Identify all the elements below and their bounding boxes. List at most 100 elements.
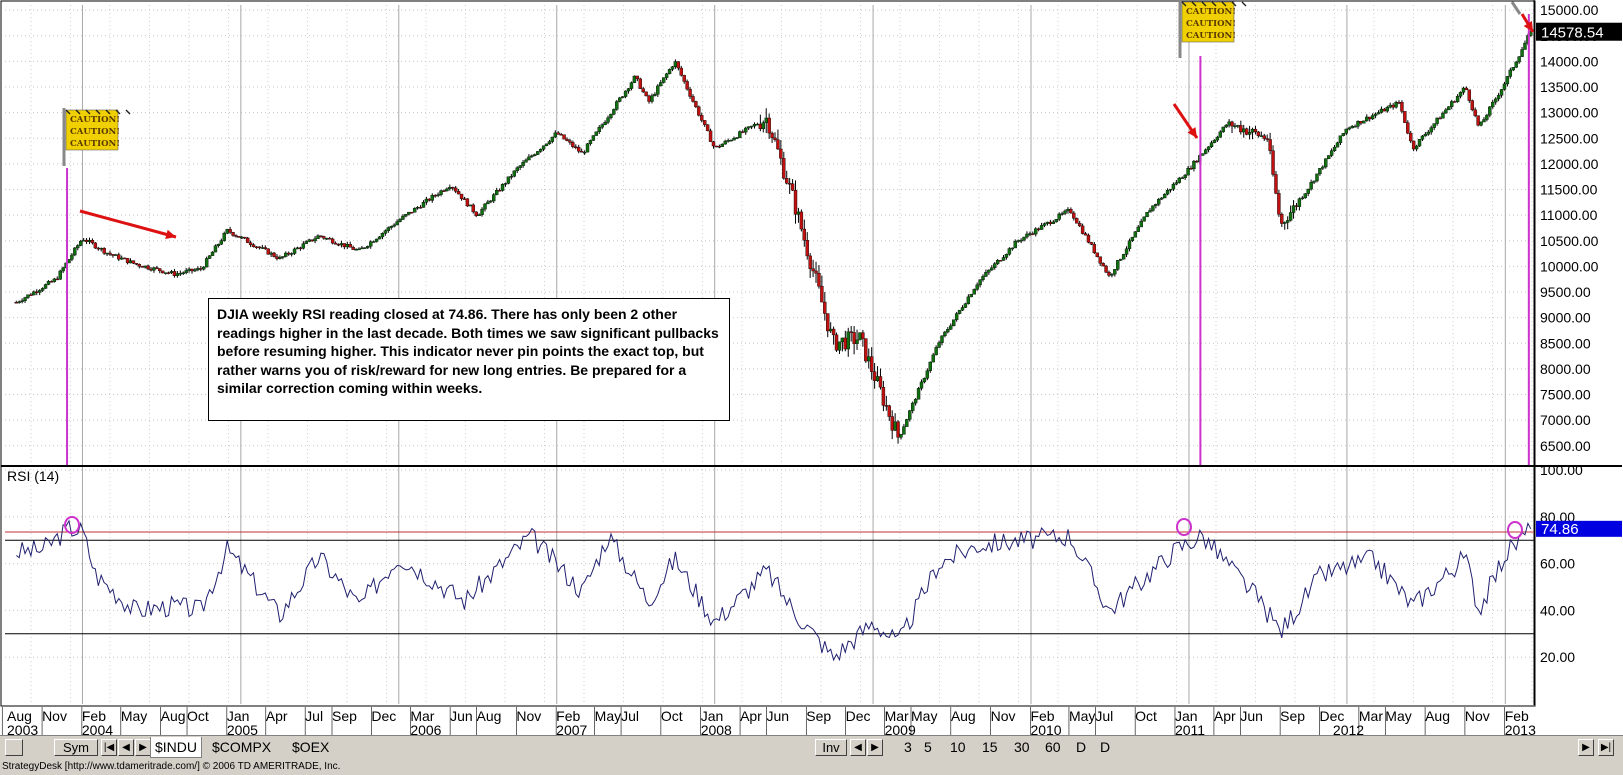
candle-up xyxy=(603,122,607,125)
candle-up xyxy=(726,140,730,142)
candle-up xyxy=(289,253,294,255)
candle-up xyxy=(606,117,610,123)
flag-caution-text: CAUTION! xyxy=(70,115,120,125)
candle-up xyxy=(1066,208,1070,212)
candle-up xyxy=(1165,190,1170,195)
period-15[interactable]: 15 xyxy=(982,739,998,755)
tab-oex[interactable]: $OEX xyxy=(292,739,330,755)
price-tick-label: 7000.00 xyxy=(1540,412,1591,428)
candle-up xyxy=(1312,180,1316,183)
period-prev-button[interactable]: ◀ xyxy=(850,739,866,756)
candle-down xyxy=(574,146,578,148)
sym-button[interactable]: Sym xyxy=(54,739,98,756)
trend-arrow xyxy=(1172,103,1199,139)
candle-up xyxy=(1450,101,1454,107)
candle-up xyxy=(749,125,754,128)
status-bar: StrategyDesk [http://www.tdameritrade.co… xyxy=(0,759,1623,775)
candle-up xyxy=(1019,239,1023,242)
candle-down xyxy=(565,138,569,141)
toolbar-spacer-button[interactable] xyxy=(5,739,23,756)
period-d[interactable]: D xyxy=(1076,739,1087,755)
candle-up xyxy=(1508,69,1513,77)
month-label: Jan xyxy=(701,708,724,724)
first-tab-button[interactable]: |◀ xyxy=(101,739,117,756)
candle-up xyxy=(357,248,361,251)
month-label: Jun xyxy=(450,708,473,724)
candle-down xyxy=(1089,242,1094,245)
month-label: Nov xyxy=(1465,708,1490,724)
inv-button[interactable]: Inv xyxy=(815,739,847,756)
candle-up xyxy=(1118,258,1123,261)
candle-up xyxy=(594,131,599,136)
candle-down xyxy=(790,183,795,191)
tab-compx[interactable]: $COMPX xyxy=(212,739,272,755)
candle-up xyxy=(1028,233,1032,235)
candle-up xyxy=(436,194,440,196)
month-label: Mar xyxy=(1359,708,1383,724)
candle-up xyxy=(163,272,168,274)
candle-up xyxy=(667,69,672,75)
scroll-right-button[interactable]: ▶ xyxy=(1578,739,1594,756)
candle-up xyxy=(1221,126,1225,133)
candle-down xyxy=(869,356,874,372)
month-label: Sep xyxy=(806,708,831,724)
candle-up xyxy=(1016,240,1020,242)
next-tab-button[interactable]: ▶ xyxy=(135,739,151,756)
period-10[interactable]: 10 xyxy=(950,739,966,755)
flag-caution-text: CAUTION! xyxy=(70,127,120,137)
candle-up xyxy=(746,126,751,129)
flag-caution-text: CAUTION! xyxy=(1186,7,1236,17)
candle-up xyxy=(591,135,596,141)
period-5[interactable]: 5 xyxy=(924,739,932,755)
candle-up xyxy=(623,90,628,97)
candle-down xyxy=(1104,265,1108,273)
candle-down xyxy=(1467,89,1472,101)
candle-up xyxy=(966,296,971,304)
candle-up xyxy=(468,204,473,207)
candle-up xyxy=(735,137,739,139)
candle-up xyxy=(58,270,62,280)
candle-up xyxy=(363,247,367,249)
candle-down xyxy=(685,81,689,90)
candle-down xyxy=(782,158,786,179)
price-tick-label: 8000.00 xyxy=(1540,361,1591,377)
candle-down xyxy=(333,242,338,245)
candle-up xyxy=(1332,146,1337,151)
candle-down xyxy=(1409,132,1413,142)
candle-down xyxy=(864,338,868,362)
candle-down xyxy=(243,236,247,239)
year-label: 2010 xyxy=(1030,722,1061,735)
period-d-2[interactable]: D xyxy=(1100,739,1111,755)
candle-down xyxy=(767,117,771,134)
period-next-button[interactable]: ▶ xyxy=(867,739,883,756)
candle-up xyxy=(1201,153,1205,156)
candle-up xyxy=(1488,106,1492,116)
period-60[interactable]: 60 xyxy=(1045,739,1061,755)
candle-up xyxy=(949,325,953,330)
candle-up xyxy=(720,143,724,147)
candle-up xyxy=(23,297,27,301)
scroll-end-button[interactable]: ▶| xyxy=(1598,739,1614,756)
candle-up xyxy=(178,272,183,275)
month-label: May xyxy=(1385,708,1411,724)
candle-up xyxy=(175,273,180,276)
candle-up xyxy=(477,214,481,217)
month-label: Mar xyxy=(885,708,909,724)
prev-tab-button[interactable]: ◀ xyxy=(118,739,134,756)
candle-down xyxy=(93,242,98,249)
candle-up xyxy=(1491,101,1495,108)
candle-up xyxy=(618,97,622,102)
tab-indu[interactable]: $INDU xyxy=(150,737,203,758)
chart-canvas[interactable]: 6500.00 7000.00 7500.00 8000.00 8500.00 9000.… xyxy=(0,0,1623,735)
period-30[interactable]: 30 xyxy=(1014,739,1030,755)
candle-up xyxy=(828,328,833,332)
candle-down xyxy=(1382,108,1387,112)
rsi-tick-label: 60.00 xyxy=(1540,556,1575,572)
candle-up xyxy=(181,272,185,274)
candle-up xyxy=(61,267,65,272)
candle-down xyxy=(248,242,253,245)
candle-up xyxy=(371,241,376,243)
period-3[interactable]: 3 xyxy=(904,739,912,755)
candle-down xyxy=(635,75,640,80)
month-label: Jul xyxy=(305,708,323,724)
